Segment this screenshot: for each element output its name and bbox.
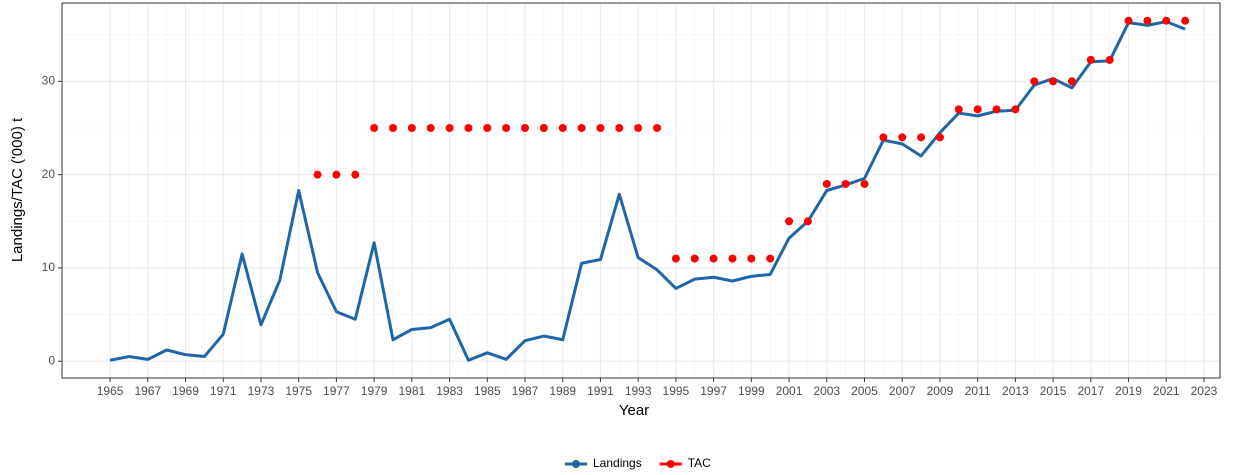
point bbox=[785, 217, 794, 226]
point bbox=[596, 124, 605, 132]
point bbox=[634, 124, 643, 132]
point bbox=[822, 179, 831, 188]
point bbox=[898, 133, 907, 142]
point bbox=[502, 124, 511, 132]
point bbox=[615, 124, 624, 132]
point bbox=[1030, 77, 1039, 86]
point bbox=[1011, 105, 1020, 114]
x-tick-label: 2023 bbox=[1191, 384, 1218, 398]
x-tick-label: 1997 bbox=[700, 384, 727, 398]
y-tick-label: 20 bbox=[42, 167, 56, 181]
x-tick-label: 2021 bbox=[1153, 384, 1180, 398]
point bbox=[653, 124, 662, 132]
legend-key bbox=[666, 460, 675, 468]
point bbox=[445, 124, 454, 132]
x-tick-label: 2011 bbox=[965, 384, 991, 398]
point bbox=[521, 124, 530, 132]
point bbox=[671, 254, 680, 263]
x-tick-label: 1981 bbox=[399, 384, 426, 398]
x-tick-label: 1973 bbox=[248, 384, 275, 398]
point bbox=[1049, 77, 1058, 86]
point bbox=[539, 124, 548, 132]
point bbox=[388, 124, 397, 132]
x-tick-label: 1995 bbox=[663, 384, 690, 398]
point bbox=[1086, 55, 1095, 64]
x-tick-label: 2019 bbox=[1115, 384, 1142, 398]
x-tick-label: 2017 bbox=[1077, 384, 1104, 398]
point bbox=[1067, 77, 1076, 86]
point bbox=[709, 254, 718, 263]
point bbox=[558, 124, 567, 132]
point bbox=[313, 170, 322, 179]
point bbox=[728, 254, 737, 263]
x-tick-label: 2007 bbox=[889, 384, 916, 398]
x-tick-label: 2013 bbox=[1002, 384, 1029, 398]
point bbox=[841, 179, 850, 188]
x-tick-label: 2015 bbox=[1040, 384, 1067, 398]
point bbox=[351, 170, 360, 179]
point bbox=[766, 254, 775, 263]
y-tick-label: 0 bbox=[48, 353, 55, 367]
legend-key bbox=[572, 460, 580, 468]
x-tick-label: 1985 bbox=[474, 384, 501, 398]
panel-border bbox=[61, 2, 1221, 379]
point bbox=[407, 124, 416, 132]
legend-label: Landings bbox=[593, 456, 642, 470]
point bbox=[1181, 16, 1190, 25]
point bbox=[935, 133, 944, 142]
point bbox=[1143, 16, 1152, 25]
x-tick-label: 2001 bbox=[776, 384, 803, 398]
x-tick-label: 1989 bbox=[549, 384, 576, 398]
y-axis-title: Landings/TAC ('000) t bbox=[9, 117, 26, 262]
x-tick-label: 1969 bbox=[172, 384, 199, 398]
x-tick-label: 1977 bbox=[323, 384, 350, 398]
x-tick-label: 2003 bbox=[813, 384, 840, 398]
y-tick-label: 10 bbox=[42, 260, 56, 274]
x-tick-label: 1999 bbox=[738, 384, 765, 398]
x-axis-title: Year bbox=[619, 402, 649, 419]
point bbox=[426, 124, 435, 132]
x-tick-label: 1987 bbox=[512, 384, 539, 398]
legend-label: TAC bbox=[688, 456, 711, 470]
point bbox=[954, 105, 963, 114]
point bbox=[747, 254, 756, 263]
x-tick-label: 1991 bbox=[587, 384, 614, 398]
point bbox=[803, 217, 812, 226]
x-tick-label: 2009 bbox=[927, 384, 954, 398]
point bbox=[370, 124, 379, 132]
point bbox=[464, 124, 473, 132]
point bbox=[690, 254, 699, 263]
point bbox=[879, 133, 888, 142]
x-tick-label: 1967 bbox=[134, 384, 161, 398]
point bbox=[1162, 16, 1171, 25]
x-tick-label: 1983 bbox=[436, 384, 463, 398]
x-tick-label: 1965 bbox=[97, 384, 124, 398]
point bbox=[1105, 55, 1114, 64]
point bbox=[917, 133, 926, 142]
x-tick-label: 1971 bbox=[210, 384, 237, 398]
point bbox=[992, 105, 1001, 114]
point bbox=[332, 170, 341, 179]
point bbox=[973, 105, 982, 114]
x-tick-label: 1975 bbox=[285, 384, 312, 398]
x-tick-label: 1979 bbox=[361, 384, 388, 398]
line bbox=[109, 20, 1186, 362]
y-tick-label: 30 bbox=[42, 74, 56, 88]
x-tick-label: 2005 bbox=[851, 384, 878, 398]
x-tick-label: 1993 bbox=[625, 384, 652, 398]
point bbox=[577, 124, 586, 132]
point bbox=[1124, 16, 1133, 25]
point bbox=[860, 179, 869, 188]
point bbox=[483, 124, 492, 132]
